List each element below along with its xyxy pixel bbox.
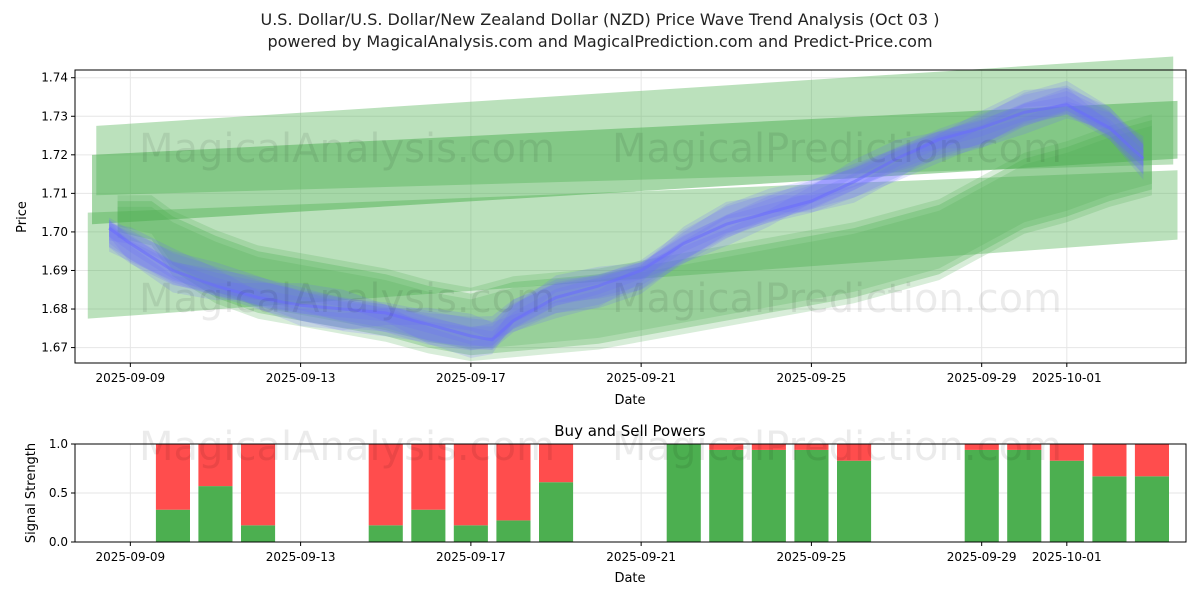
top-xtick-label-0: 2025-09-09 (95, 371, 165, 385)
top-ytick-label-6: 1.73 (41, 109, 68, 123)
buy-bar-16 (1092, 476, 1127, 542)
buy-bar-13 (964, 449, 999, 542)
bottom-ytick-label-2: 1.0 (49, 437, 68, 451)
top-ytick-label-7: 1.74 (41, 71, 68, 85)
watermark-prediction-bottom: MagicalPrediction.com (612, 424, 1062, 470)
top-ylabel: Price (15, 201, 30, 233)
buy-bar-14 (1007, 449, 1042, 542)
price-wave-2 (109, 85, 1144, 350)
buy-bar-4 (411, 509, 446, 542)
bottom-xtick-label-3: 2025-09-21 (606, 550, 676, 564)
green-wave-1 (117, 114, 1152, 350)
buy-bar-2 (241, 525, 276, 542)
top-ytick-label-0: 1.67 (41, 341, 68, 355)
bottom-bars (155, 444, 1169, 542)
buy-bar-15 (1049, 460, 1084, 542)
top-ytick-label-3: 1.70 (41, 225, 68, 239)
watermark-analysis-top: MagicalAnalysis.com (139, 126, 555, 172)
top-price-waves (108, 80, 1145, 358)
sell-bar-2 (241, 444, 276, 526)
bottom-xtick-label-5: 2025-09-29 (947, 550, 1017, 564)
chart-subtitle: powered by MagicalAnalysis.com and Magic… (267, 32, 933, 51)
sell-bar-15 (1049, 444, 1084, 461)
top-xtick-label-5: 2025-09-29 (947, 371, 1017, 385)
buy-bar-9 (709, 449, 744, 542)
buy-bar-0 (155, 509, 190, 542)
watermark-prediction-top: MagicalPrediction.com (612, 126, 1062, 172)
top-ytick-label-1: 1.68 (41, 302, 68, 316)
top-xtick-label-4: 2025-09-25 (777, 371, 847, 385)
bottom-ytick-label-1: 0.5 (49, 486, 68, 500)
watermark-prediction-mid: MagicalPrediction.com (612, 276, 1062, 322)
sell-bar-12 (837, 444, 872, 461)
price-wave-3 (109, 96, 1144, 349)
buy-bar-12 (837, 460, 872, 542)
bottom-ylabel: Signal Strength (24, 443, 39, 543)
buy-bar-10 (751, 449, 786, 542)
bottom-xtick-label-1: 2025-09-13 (266, 550, 336, 564)
sell-bar-6 (496, 444, 531, 521)
watermark-analysis-bottom: MagicalAnalysis.com (139, 424, 555, 470)
price-wave-1 (109, 87, 1144, 351)
buy-bar-8 (666, 444, 701, 542)
price-line (108, 103, 1145, 342)
buy-bar-11 (794, 449, 829, 542)
bottom-xtick-label-4: 2025-09-25 (777, 550, 847, 564)
bottom-xtick-label-0: 2025-09-09 (95, 550, 165, 564)
top-ytick-label-5: 1.72 (41, 148, 68, 162)
top-xtick-label-3: 2025-09-21 (606, 371, 676, 385)
bottom-xtick-label-2: 2025-09-17 (436, 550, 506, 564)
buy-bar-1 (198, 486, 233, 542)
bottom-title: Buy and Sell Powers (554, 422, 706, 440)
bottom-axes: 0.0 0.5 1.0 2025-09-09 2025-09-13 2025-09-17 2… (49, 437, 1102, 564)
watermark-analysis-mid: MagicalAnalysis.com (139, 276, 555, 322)
green-wave-0 (117, 120, 1152, 356)
top-green-bands (87, 56, 1178, 362)
price-wave-6 (109, 87, 1144, 340)
chart-title: U.S. Dollar/U.S. Dollar/New Zealand Doll… (260, 10, 940, 29)
price-wave-4 (109, 91, 1144, 350)
sell-bar-5 (453, 444, 488, 526)
top-xtick-label-6: 2025-10-01 (1032, 371, 1102, 385)
sell-bar-7 (539, 444, 574, 483)
sell-bar-16 (1092, 444, 1127, 477)
buy-bar-17 (1134, 476, 1169, 542)
bottom-watermarks: MagicalAnalysis.com MagicalPrediction.co… (139, 424, 1062, 470)
green-wave-2 (117, 125, 1152, 362)
sell-bar-14 (1007, 444, 1042, 450)
top-watermarks: MagicalAnalysis.com MagicalPrediction.co… (139, 126, 1062, 322)
sell-bar-0 (155, 444, 190, 510)
sell-bar-10 (751, 444, 786, 450)
sell-bar-13 (964, 444, 999, 450)
price-wave-5 (109, 80, 1144, 347)
sell-bar-1 (198, 444, 233, 487)
sell-bar-11 (794, 444, 829, 450)
top-axes: 1.67 1.68 1.69 1.70 1.71 1.72 1.73 1.74 2025-09-… (41, 71, 1101, 385)
buy-bar-6 (496, 520, 531, 542)
buy-bar-3 (368, 525, 403, 542)
bottom-xlabel: Date (614, 571, 645, 586)
top-grid (75, 70, 1186, 363)
buy-bar-7 (539, 482, 574, 542)
buy-bar-5 (453, 525, 488, 542)
top-xtick-label-2: 2025-09-17 (436, 371, 506, 385)
green-band-1 (92, 100, 1178, 225)
green-band-2 (87, 170, 1178, 319)
sell-bar-4 (411, 444, 446, 510)
sell-bar-9 (709, 444, 744, 450)
top-ytick-label-4: 1.71 (41, 186, 68, 200)
top-xtick-label-1: 2025-09-13 (266, 371, 336, 385)
top-xlabel: Date (614, 393, 645, 408)
sell-bar-17 (1134, 444, 1169, 477)
top-plot-frame (74, 69, 1187, 364)
sell-bar-3 (368, 444, 403, 526)
bottom-xtick-label-6: 2025-10-01 (1032, 550, 1102, 564)
bottom-ytick-label-0: 0.0 (49, 535, 68, 549)
top-ytick-label-2: 1.69 (41, 263, 68, 277)
price-wave-0 (109, 101, 1144, 358)
